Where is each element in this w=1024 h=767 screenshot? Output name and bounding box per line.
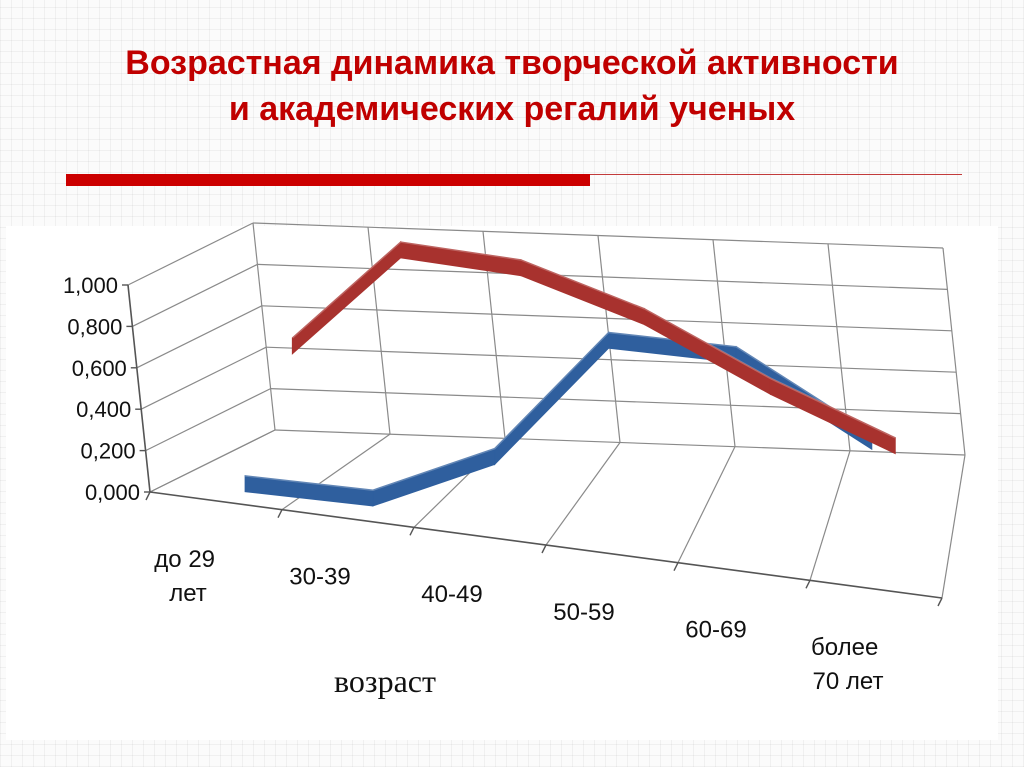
grid-line-side: [140, 346, 267, 410]
x-axis-tick: [937, 597, 943, 607]
x-tick-label: 60-69: [685, 617, 746, 644]
slide-title-line-2: и академических регалий ученых: [228, 90, 796, 128]
grid-line-side: [145, 388, 271, 452]
x-tick-line: 60-69: [685, 617, 746, 644]
x-tick-label: более 70 лет: [811, 634, 885, 695]
x-axis-tick: [673, 562, 679, 571]
slide-title-line-1: Возрастная динамика творческой активност…: [125, 44, 899, 82]
y-tick-label: 0,600: [72, 356, 127, 381]
x-tick-line: 70 лет: [813, 668, 884, 695]
x-axis-title: возраст: [334, 663, 436, 699]
series-segment: [291, 240, 402, 355]
x-axis-tick: [805, 580, 811, 589]
x-tick-line: 40-49: [421, 581, 482, 608]
grid-line-floor: [149, 429, 276, 493]
title-accent-bar: [66, 174, 590, 186]
x-tick-line: лет: [169, 580, 207, 607]
x-tick-label: до 29 лет: [154, 546, 221, 607]
chart-panel: [6, 226, 998, 740]
series-segment: [372, 447, 496, 507]
x-tick-label: 40-49: [421, 581, 482, 608]
series-highlight: [291, 240, 896, 439]
grid-line-wall: [367, 227, 391, 435]
x-axis-tick: [541, 544, 547, 554]
y-tick-label: 0,000: [85, 480, 140, 505]
x-tick-line: до 29: [154, 546, 215, 573]
grid-line-wall: [252, 222, 276, 431]
series-ribbon: [291, 240, 896, 455]
series-segment: [494, 330, 610, 466]
grid-line-side: [127, 222, 254, 286]
series-segment: [520, 258, 646, 326]
series-highlight: [245, 331, 873, 491]
x-tick-line: 30-39: [289, 564, 350, 591]
grid-line-floor: [809, 450, 851, 581]
y-axis-ticks: 1,000 0,800 0,600 0,400 0,200 0,000: [63, 273, 140, 505]
y-tick-label: 0,200: [81, 439, 136, 464]
x-axis-tick: [145, 491, 151, 501]
x-tick-line: 50-59: [553, 599, 614, 626]
chart-series: [244, 240, 896, 507]
grid-line-side: [136, 305, 263, 369]
y-tick-label: 1,000: [63, 273, 118, 298]
x-tick-label: 30-39: [289, 564, 350, 591]
series-segment: [769, 377, 896, 455]
y-tick-label: 0,400: [76, 397, 131, 422]
grid-line-floor: [677, 446, 736, 563]
y-axis-line: [127, 284, 151, 493]
grid-line-floor: [545, 442, 621, 546]
slide-title: Возрастная динамика творческой активност…: [40, 40, 984, 132]
grid-line-floor: [941, 454, 966, 599]
x-axis-ticks: до 29 лет 30-39 40-49 50-59 60-69 более …: [154, 546, 885, 695]
grid-line-wall: [712, 239, 736, 447]
y-tick-label: 0,800: [67, 314, 122, 339]
grid-line-side: [132, 263, 258, 327]
chart-grid: [122, 222, 966, 607]
x-tick-line: более: [811, 634, 878, 661]
x-axis-tick: [277, 509, 283, 518]
series-segment: [244, 475, 374, 507]
title-accent-rule: [590, 174, 962, 175]
x-tick-label: 50-59: [553, 599, 614, 626]
x-axis-tick: [409, 527, 415, 536]
grid-line-wall: [942, 247, 966, 456]
